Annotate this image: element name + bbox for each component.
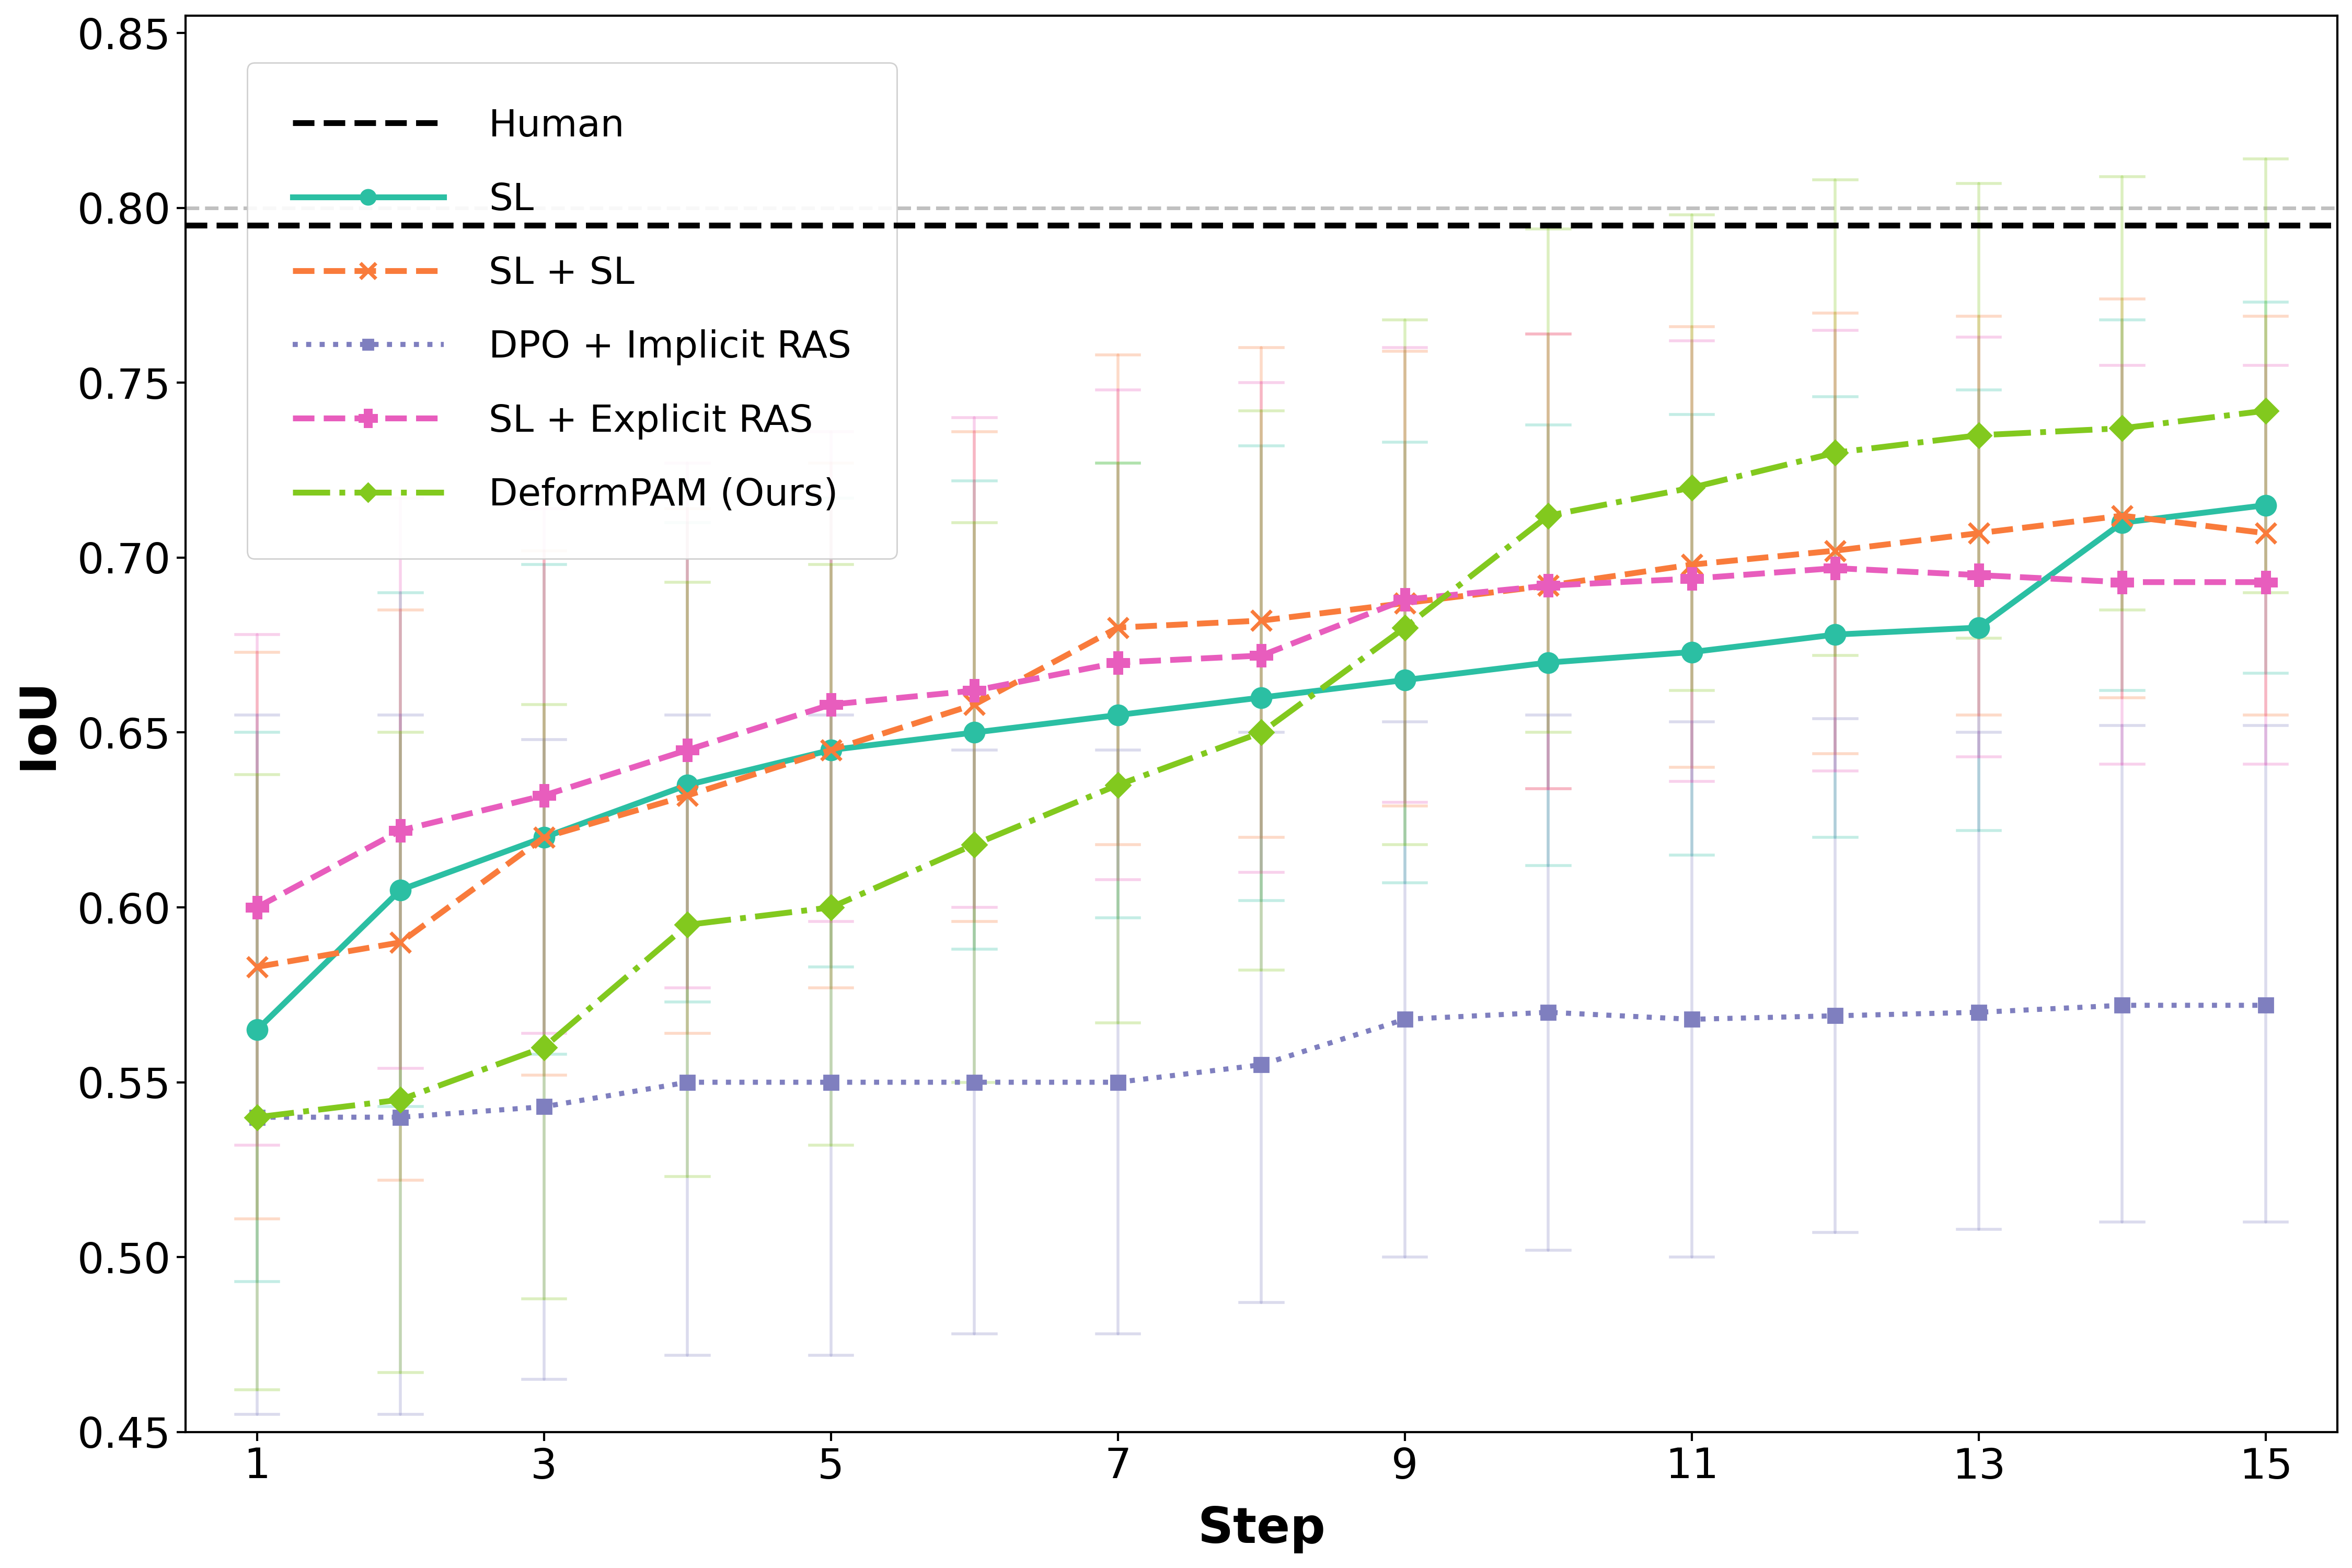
DeformPAM (Ours) xyxy=(1534,506,1562,525)
SL + Explicit RAS xyxy=(242,898,270,917)
SL + SL xyxy=(242,958,270,977)
SL xyxy=(1964,618,1992,637)
DPO + Implicit RAS xyxy=(1677,1010,1705,1029)
DPO + Implicit RAS xyxy=(1534,1004,1562,1022)
SL xyxy=(960,723,988,742)
DPO + Implicit RAS xyxy=(1964,1004,1992,1022)
DeformPAM (Ours) xyxy=(1820,444,1849,463)
SL + SL xyxy=(1390,594,1418,613)
SL xyxy=(673,776,701,795)
DPO + Implicit RAS xyxy=(1247,1055,1275,1074)
Line: SL: SL xyxy=(247,495,2277,1040)
SL xyxy=(1247,688,1275,707)
SL xyxy=(1820,626,1849,644)
DPO + Implicit RAS xyxy=(1103,1073,1131,1091)
DeformPAM (Ours) xyxy=(242,1109,270,1127)
SL xyxy=(1103,706,1131,724)
SL xyxy=(1534,654,1562,673)
SL + SL xyxy=(1677,555,1705,574)
SL + SL xyxy=(960,695,988,713)
DPO + Implicit RAS xyxy=(386,1109,414,1127)
DeformPAM (Ours) xyxy=(960,836,988,855)
Line: SL + Explicit RAS: SL + Explicit RAS xyxy=(247,558,2277,917)
SL xyxy=(2251,495,2279,514)
SL xyxy=(816,740,844,759)
SL + Explicit RAS xyxy=(1820,558,1849,577)
SL xyxy=(1390,671,1418,690)
DPO + Implicit RAS xyxy=(1390,1010,1418,1029)
SL + SL xyxy=(1103,618,1131,637)
SL xyxy=(242,1021,270,1040)
SL xyxy=(386,881,414,900)
Line: DPO + Implicit RAS: DPO + Implicit RAS xyxy=(249,997,2272,1124)
DeformPAM (Ours) xyxy=(1390,618,1418,637)
X-axis label: Step: Step xyxy=(1197,1505,1327,1554)
DPO + Implicit RAS xyxy=(529,1098,557,1116)
SL + SL xyxy=(816,740,844,759)
DeformPAM (Ours) xyxy=(673,916,701,935)
SL + Explicit RAS xyxy=(1247,646,1275,665)
Human xyxy=(99,216,127,235)
SL + SL xyxy=(2107,506,2136,525)
Line: SL + SL: SL + SL xyxy=(247,505,2277,977)
SL + Explicit RAS xyxy=(960,681,988,699)
SL xyxy=(1677,643,1705,662)
DeformPAM (Ours) xyxy=(1677,478,1705,497)
SL + Explicit RAS xyxy=(673,740,701,759)
SL + Explicit RAS xyxy=(1677,569,1705,588)
SL + SL xyxy=(386,933,414,952)
DeformPAM (Ours) xyxy=(529,1038,557,1057)
Line: DeformPAM (Ours): DeformPAM (Ours) xyxy=(249,401,2274,1126)
SL + Explicit RAS xyxy=(529,786,557,804)
DeformPAM (Ours) xyxy=(1964,426,1992,445)
SL xyxy=(2107,513,2136,532)
DeformPAM (Ours) xyxy=(386,1090,414,1109)
DPO + Implicit RAS xyxy=(1820,1007,1849,1025)
SL + Explicit RAS xyxy=(816,695,844,713)
DPO + Implicit RAS xyxy=(242,1109,270,1127)
SL + Explicit RAS xyxy=(1103,654,1131,673)
SL + SL xyxy=(529,828,557,847)
DPO + Implicit RAS xyxy=(960,1073,988,1091)
DPO + Implicit RAS xyxy=(673,1073,701,1091)
SL + SL xyxy=(1247,612,1275,630)
SL + SL xyxy=(673,786,701,804)
SL + Explicit RAS xyxy=(1964,566,1992,585)
DeformPAM (Ours) xyxy=(1103,776,1131,795)
SL + SL xyxy=(1820,541,1849,560)
Human xyxy=(242,216,270,235)
SL + SL xyxy=(1534,575,1562,594)
SL xyxy=(529,828,557,847)
SL + Explicit RAS xyxy=(2251,572,2279,591)
DPO + Implicit RAS xyxy=(816,1073,844,1091)
DeformPAM (Ours) xyxy=(816,898,844,917)
DPO + Implicit RAS xyxy=(2107,996,2136,1014)
DeformPAM (Ours) xyxy=(2107,419,2136,437)
DeformPAM (Ours) xyxy=(2251,401,2279,420)
DPO + Implicit RAS xyxy=(2251,996,2279,1014)
Y-axis label: IoU: IoU xyxy=(14,677,64,770)
SL + Explicit RAS xyxy=(1534,575,1562,594)
DeformPAM (Ours) xyxy=(1247,723,1275,742)
SL + SL xyxy=(2251,524,2279,543)
SL + Explicit RAS xyxy=(2107,572,2136,591)
SL + Explicit RAS xyxy=(386,822,414,840)
SL + SL xyxy=(1964,524,1992,543)
SL + Explicit RAS xyxy=(1390,590,1418,608)
Legend: Human, SL, SL + SL, DPO + Implicit RAS, SL + Explicit RAS, DeformPAM (Ours): Human, SL, SL + SL, DPO + Implicit RAS, … xyxy=(247,63,896,558)
